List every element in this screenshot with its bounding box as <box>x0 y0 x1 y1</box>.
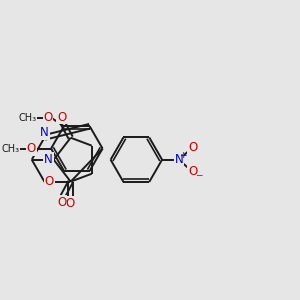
Text: O: O <box>188 166 197 178</box>
Text: O: O <box>188 141 197 154</box>
Text: O: O <box>66 197 75 210</box>
Text: O: O <box>57 196 66 208</box>
Text: +: + <box>179 152 187 160</box>
Text: O: O <box>45 176 54 188</box>
Text: O: O <box>57 111 66 124</box>
Text: −: − <box>195 170 202 179</box>
Text: O: O <box>43 111 52 124</box>
Text: N: N <box>40 126 49 139</box>
Text: CH₃: CH₃ <box>18 113 36 123</box>
Text: N: N <box>44 153 53 166</box>
Text: O: O <box>26 142 36 155</box>
Text: N: N <box>175 153 184 166</box>
Text: CH₃: CH₃ <box>2 143 20 154</box>
